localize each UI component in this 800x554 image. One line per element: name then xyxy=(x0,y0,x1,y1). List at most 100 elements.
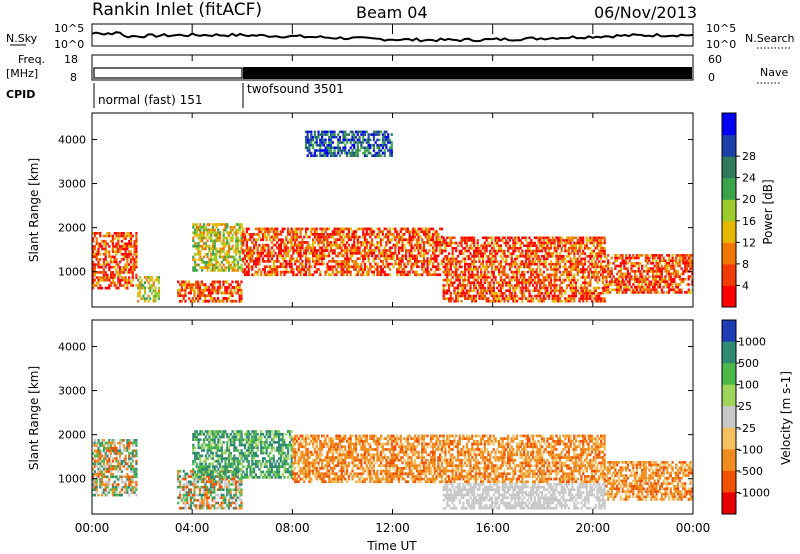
echo-cell xyxy=(576,273,579,277)
echo-cell xyxy=(337,138,340,142)
echo-cell xyxy=(371,233,374,236)
echo-cell xyxy=(659,277,662,281)
echo-cell xyxy=(623,259,626,262)
echo-cell xyxy=(108,286,111,290)
echo-cell xyxy=(115,234,118,238)
echo-cell xyxy=(265,251,268,255)
echo-cell xyxy=(142,286,145,290)
echo-cell xyxy=(390,262,393,266)
echo-cell xyxy=(306,235,309,239)
echo-cell xyxy=(270,235,274,239)
echo-cell xyxy=(669,264,672,268)
echo-cell xyxy=(574,268,578,271)
echo-cell xyxy=(653,291,656,294)
echo-cell xyxy=(104,480,107,484)
echo-cell xyxy=(566,268,569,271)
echo-cell xyxy=(490,257,494,261)
echo-cell xyxy=(560,255,563,258)
echo-cell xyxy=(380,243,383,247)
echo-cell xyxy=(369,262,372,266)
echo-cell xyxy=(251,233,254,236)
echo-cell xyxy=(528,284,531,287)
echo-cell xyxy=(281,262,284,266)
echo-cell xyxy=(206,269,209,272)
echo-cell xyxy=(397,270,401,274)
echo-cell xyxy=(131,465,134,468)
echo-cell xyxy=(128,239,131,243)
echo-cell xyxy=(560,239,563,242)
echo-cell xyxy=(605,291,608,294)
echo-cell xyxy=(244,268,247,271)
echo-cell xyxy=(213,247,216,251)
echo-cell xyxy=(240,223,243,226)
echo-cell xyxy=(135,462,138,466)
echo-cell xyxy=(476,292,479,295)
echo-cell xyxy=(335,238,338,242)
echo-cell xyxy=(189,288,192,292)
echo-cell xyxy=(211,250,214,253)
echo-cell xyxy=(117,239,120,243)
echo-cell xyxy=(184,472,187,476)
echo-cell xyxy=(383,254,386,258)
echo-cell xyxy=(276,257,279,260)
echo-cell xyxy=(541,241,544,245)
echo-cell xyxy=(192,236,195,240)
echo-cell xyxy=(220,266,223,269)
echo-cell xyxy=(380,154,383,157)
echo-cell xyxy=(122,255,125,259)
echo-cell xyxy=(279,270,282,274)
echo-cell xyxy=(220,299,223,303)
echo-cell xyxy=(93,441,96,445)
echo-cell xyxy=(202,231,206,234)
echo-cell xyxy=(471,297,474,300)
echo-cell xyxy=(299,241,302,244)
echo-cell xyxy=(449,260,452,263)
echo-cell xyxy=(328,141,331,144)
echo-cell xyxy=(344,257,347,260)
echo-cell xyxy=(517,270,520,274)
echo-cell xyxy=(480,244,483,247)
echo-cell xyxy=(211,252,214,256)
echo-cell xyxy=(317,262,320,266)
echo-cell xyxy=(342,273,345,277)
echo-cell xyxy=(229,263,232,267)
echo-cell xyxy=(194,263,197,267)
echo-cell xyxy=(583,289,587,292)
echo-cell xyxy=(684,262,687,265)
echo-cell xyxy=(675,275,678,278)
echo-cell xyxy=(578,249,581,253)
echo-cell xyxy=(612,275,615,278)
echo-cell xyxy=(614,283,617,286)
echo-cell xyxy=(523,262,526,266)
echo-cell xyxy=(526,247,529,250)
echo-cell xyxy=(481,265,485,269)
echo-cell xyxy=(367,270,370,274)
echo-cell xyxy=(512,262,515,266)
echo-cell xyxy=(157,289,160,292)
echo-cell xyxy=(253,238,256,242)
echo-cell xyxy=(433,233,436,236)
echo-cell xyxy=(353,233,356,236)
echo-cell xyxy=(691,277,694,281)
echo-cell xyxy=(521,270,524,274)
echo-cell xyxy=(347,262,350,266)
echo-cell xyxy=(106,286,109,290)
echo-cell xyxy=(576,239,579,242)
echo-cell xyxy=(135,265,138,269)
echo-cell xyxy=(521,241,524,245)
echo-cell xyxy=(485,249,488,253)
echo-cell xyxy=(353,265,356,269)
echo-cell xyxy=(337,246,340,250)
echo-cell xyxy=(594,289,597,292)
echo-cell xyxy=(369,143,372,147)
echo-cell xyxy=(669,283,672,286)
echo-cell xyxy=(576,270,579,274)
echo-cell xyxy=(478,281,481,284)
echo-cell xyxy=(519,260,522,263)
echo-cell xyxy=(388,230,392,233)
echo-cell xyxy=(517,297,520,300)
echo-cell xyxy=(313,265,316,269)
echo-cell xyxy=(157,281,160,284)
echo-cell xyxy=(245,254,248,258)
echo-cell xyxy=(480,255,483,258)
